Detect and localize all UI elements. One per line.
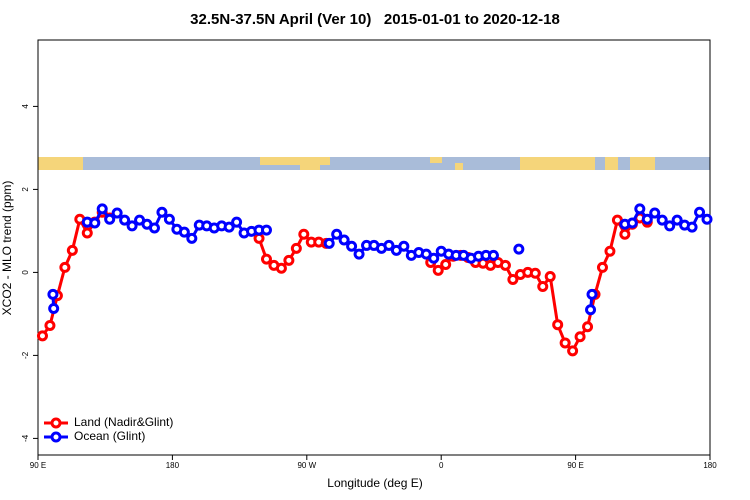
land-strip [430,157,442,163]
data-point [686,221,698,233]
data-point [585,304,597,316]
data-point [89,217,101,229]
data-point [529,267,541,279]
data-point [148,222,160,234]
data-point [664,220,676,232]
legend-label: Ocean (Glint) [74,429,145,443]
data-point [671,214,683,226]
plot-frame [37,39,711,456]
data-point [619,228,631,240]
data-point [48,303,60,315]
data-point [44,320,56,332]
data-point [398,240,410,252]
data-point [513,243,525,255]
y-tick-label: -2 [21,351,30,359]
data-point [96,203,108,215]
ocean-strip [618,157,630,170]
data-point [260,224,272,236]
data-point [81,227,93,239]
data-point [544,271,556,283]
map-strip [38,157,710,170]
data-point [104,213,116,225]
data-point [231,216,243,228]
data-point [701,213,713,225]
data-point [428,252,440,264]
data-point [178,226,190,238]
data-point [567,345,579,357]
data-point [323,237,335,249]
land-strip [260,157,330,165]
x-tick-label: 90 W [297,461,316,470]
data-point [626,217,638,229]
data-point [353,248,365,260]
data-point [223,221,235,233]
data-point [634,203,646,215]
x-tick-label: 90 E [567,461,583,470]
chart-title: 32.5N-37.5N April (Ver 10) 2015-01-01 to… [190,11,560,28]
legend-marker [50,431,62,443]
data-point [596,261,608,273]
data-point [586,288,598,300]
data-point [156,206,168,218]
data-point [283,254,295,266]
data-point [66,244,78,256]
data-point [338,234,350,246]
data-point [331,228,343,240]
land-strip [38,157,83,170]
data-point [574,331,586,343]
data-point [186,232,198,244]
data-point [499,259,511,271]
y-tick-label: 0 [21,270,30,275]
data-point [656,214,668,226]
y-tick-label: 2 [21,187,30,192]
data-point [582,321,594,333]
data-point [163,213,175,225]
x-tick-label: 0 [439,461,444,470]
data-point [298,228,310,240]
data-point [275,262,287,274]
data-point [507,273,519,285]
data-point [47,288,59,300]
data-point [537,281,549,293]
x-tick-label: 90 E [30,461,46,470]
data-point [641,213,653,225]
land-strip [520,157,595,170]
x-tick-label: 180 [166,461,180,470]
data-point [694,206,706,218]
data-point [36,330,48,342]
data-point [119,214,131,226]
data-point [111,207,123,219]
y-axis-label: XCO2 - MLO trend (ppm) [0,181,14,316]
data-point [126,220,138,232]
data-point [290,242,302,254]
legend-marker [50,417,62,429]
data-point [440,259,452,271]
x-axis-label: Longitude (deg E) [327,476,422,490]
data-point [649,207,661,219]
y-tick-label: -4 [21,434,30,442]
data-point [59,261,71,273]
data-point [260,253,272,265]
data-point [604,245,616,257]
data-point [552,319,564,331]
data-point [559,337,571,349]
legend-label: Land (Nadir&Glint) [74,415,173,429]
land-strip [300,163,320,170]
y-tick-label: 4 [21,104,30,109]
data-point [346,240,358,252]
land-strip [455,163,463,170]
data-point [383,239,395,251]
x-tick-label: 180 [703,461,717,470]
data-point [487,249,499,261]
data-point [432,264,444,276]
